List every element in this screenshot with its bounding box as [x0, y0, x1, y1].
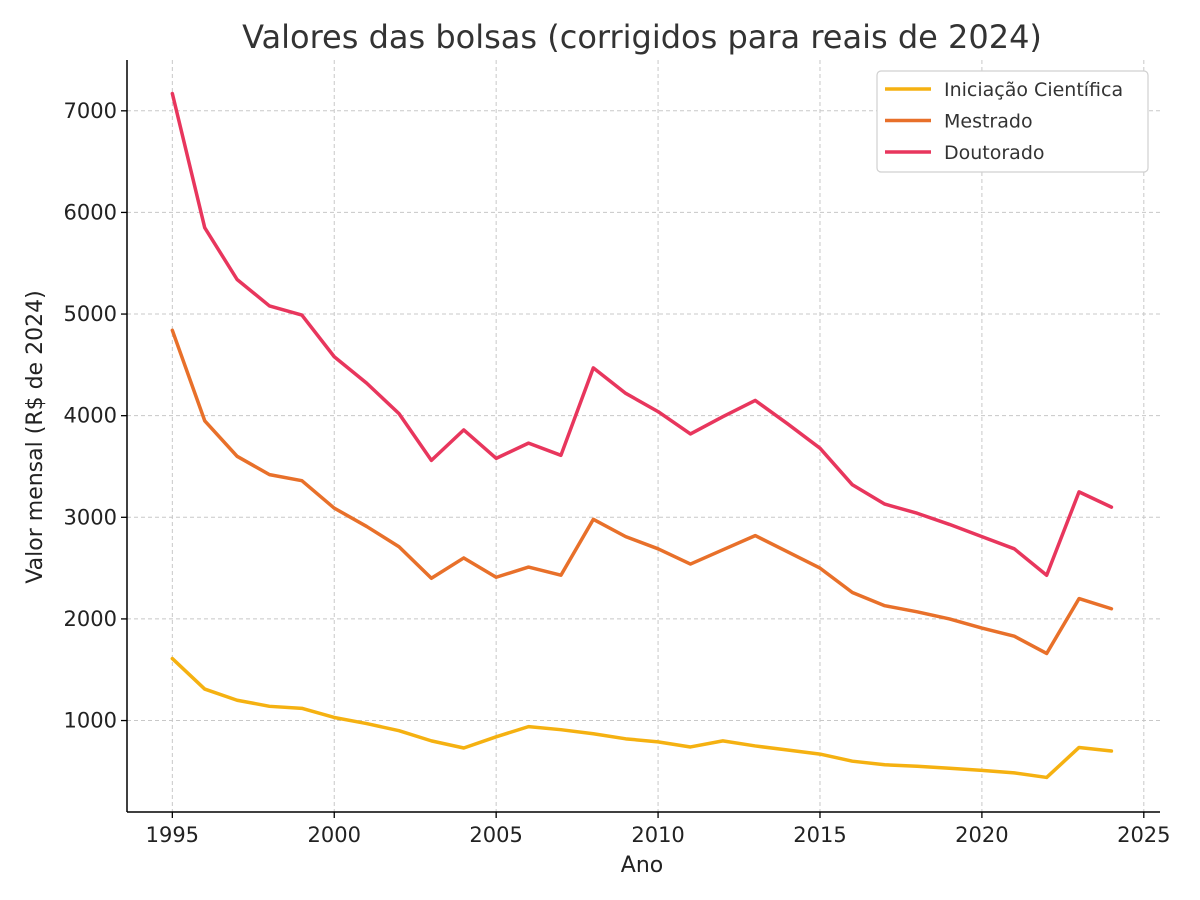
- x-axis-label: Ano: [621, 853, 663, 878]
- y-axis-label: Valor mensal (R$ de 2024): [23, 290, 48, 583]
- y-tick-label: 7000: [64, 99, 117, 123]
- grid: [127, 60, 1160, 812]
- x-tick-label: 2005: [469, 823, 522, 847]
- x-tick-label: 2025: [1117, 823, 1170, 847]
- ticks: 1995 2000 2005 2010 2015 2020 2025 1000 2000 3000…: [64, 99, 1171, 847]
- legend: Iniciação Científica Mestrado Doutorado: [876, 70, 1149, 173]
- legend-label-iniciacao-cientifica: Iniciação Científica: [944, 79, 1123, 101]
- series-line-mestrado: [170, 328, 1114, 656]
- chart-title: Valores das bolsas (corrigidos para reai…: [242, 18, 1042, 56]
- legend-box: [876, 70, 1149, 173]
- y-tick-label: 3000: [64, 505, 117, 529]
- axes: [126, 60, 1160, 813]
- x-tick-label: 2010: [631, 823, 684, 847]
- series-line-doutorado: [170, 91, 1114, 577]
- y-tick-label: 2000: [64, 607, 117, 631]
- y-tick-label: 1000: [64, 709, 117, 733]
- legend-label-mestrado: Mestrado: [944, 111, 1033, 133]
- x-tick-label: 2015: [793, 823, 846, 847]
- series-lines: [170, 91, 1114, 780]
- x-tick-label: 2020: [955, 823, 1008, 847]
- y-tick-label: 6000: [64, 200, 117, 224]
- y-tick-label: 5000: [64, 302, 117, 326]
- y-tick-label: 4000: [64, 404, 117, 428]
- x-tick-label: 1995: [146, 823, 199, 847]
- legend-label-doutorado: Doutorado: [944, 142, 1045, 164]
- series-line-iniciacao-cientifica: [170, 656, 1114, 780]
- x-tick-label: 2000: [308, 823, 361, 847]
